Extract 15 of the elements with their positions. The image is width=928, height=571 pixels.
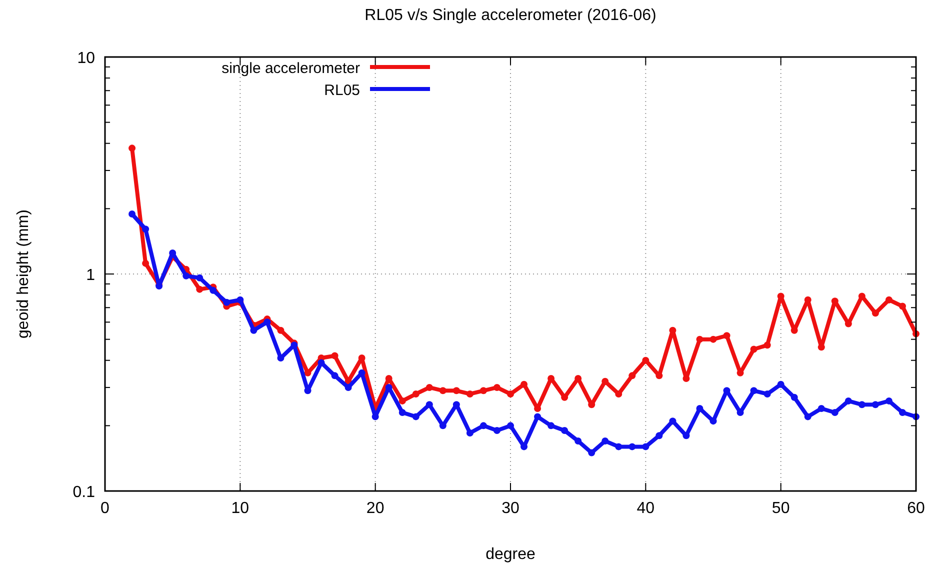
x-tick-label: 20 [366, 500, 384, 517]
x-tick-label: 50 [772, 500, 790, 517]
chart-title: RL05 v/s Single accelerometer (2016-06) [364, 7, 656, 24]
y-tick-label: 10 [77, 50, 96, 67]
x-tick-label: 30 [502, 500, 520, 517]
x-tick-label: 0 [100, 500, 110, 517]
x-tick-label: 60 [907, 500, 925, 517]
legend-label: RL05 [324, 82, 360, 99]
x-tick-label: 40 [636, 500, 655, 517]
x-tick-label: 10 [231, 500, 250, 517]
x-axis-title: degree [486, 546, 536, 563]
legend-label: single accelerometer [222, 60, 360, 77]
y-axis-title: geoid height (mm) [15, 210, 32, 338]
y-tick-label: 0.1 [72, 484, 96, 501]
y-tick-label: 1 [86, 267, 96, 284]
